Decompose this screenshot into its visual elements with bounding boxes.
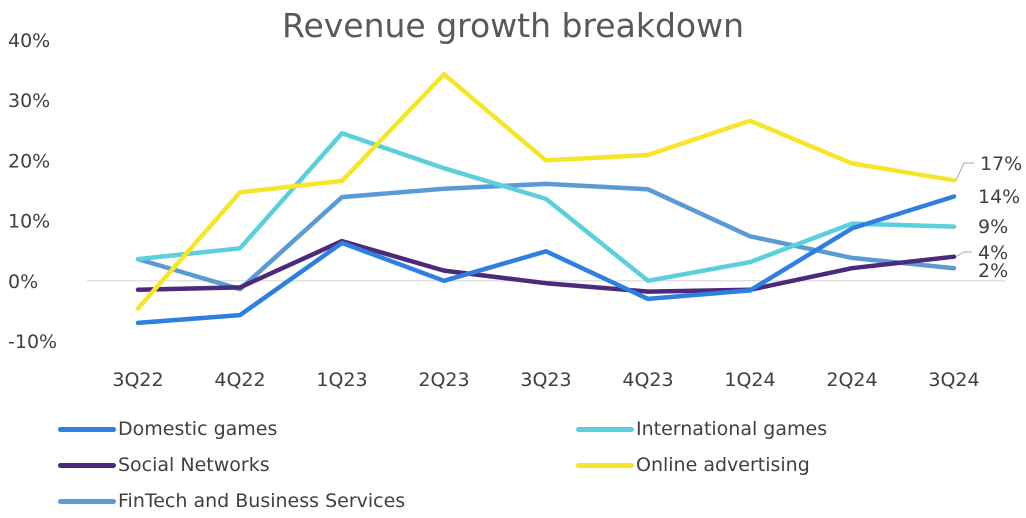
legend-item-online-advertising[interactable]: Online advertising — [576, 448, 810, 482]
x-tick-label: 1Q24 — [724, 369, 775, 391]
y-tick-label: 10% — [8, 211, 50, 233]
end-value-label: 17% — [980, 153, 1022, 175]
legend-label: Online advertising — [636, 454, 810, 476]
y-tick-label: 30% — [8, 90, 50, 112]
x-tick-label: 3Q23 — [520, 369, 571, 391]
end-value-label: 14% — [978, 186, 1020, 208]
legend-label: Domestic games — [118, 418, 278, 440]
x-tick-label: 4Q23 — [622, 369, 673, 391]
x-tick-label: 3Q22 — [112, 369, 163, 391]
legend-swatch — [58, 498, 116, 504]
series-line-0 — [135, 194, 957, 326]
legend-label: International games — [636, 418, 828, 440]
end-value-label: 2% — [978, 260, 1008, 282]
x-tick-label: 4Q22 — [214, 369, 265, 391]
end-value-label: 4% — [978, 242, 1008, 264]
legend-label: Social Networks — [118, 454, 270, 476]
y-tick-label: 40% — [8, 30, 50, 52]
end-value-label: 9% — [978, 216, 1008, 238]
end-label-leader — [955, 251, 972, 258]
chart-title: Revenue growth breakdown — [282, 6, 744, 45]
y-tick-label: -10% — [8, 331, 57, 353]
series-line-1 — [135, 131, 957, 284]
legend-item-social-networks[interactable]: Social Networks — [58, 448, 270, 482]
legend-swatch — [58, 462, 116, 468]
series-line-3 — [135, 72, 957, 311]
legend-swatch — [576, 426, 634, 432]
x-tick-label: 2Q24 — [826, 369, 877, 391]
x-tick-label: 3Q24 — [928, 369, 979, 391]
line-chart: -10% 0% 10% 20% 30% 40% 3Q22 4Q22 1Q23 2Q23 3Q23 4Q… — [8, 30, 1022, 391]
legend-swatch — [58, 426, 116, 432]
legend-item-international-games[interactable]: International games — [576, 412, 827, 446]
y-tick-label: 0% — [8, 271, 38, 293]
legend-label: FinTech and Business Services — [118, 490, 406, 512]
end-label-leader — [955, 162, 974, 181]
y-tick-label: 20% — [8, 150, 50, 172]
legend-swatch — [576, 462, 634, 468]
legend-item-fintech-business-services[interactable]: FinTech and Business Services — [58, 484, 405, 518]
legend-item-domestic-games[interactable]: Domestic games — [58, 412, 277, 446]
x-tick-label: 1Q23 — [316, 369, 367, 391]
x-tick-label: 2Q23 — [418, 369, 469, 391]
series-line-2 — [135, 238, 957, 294]
